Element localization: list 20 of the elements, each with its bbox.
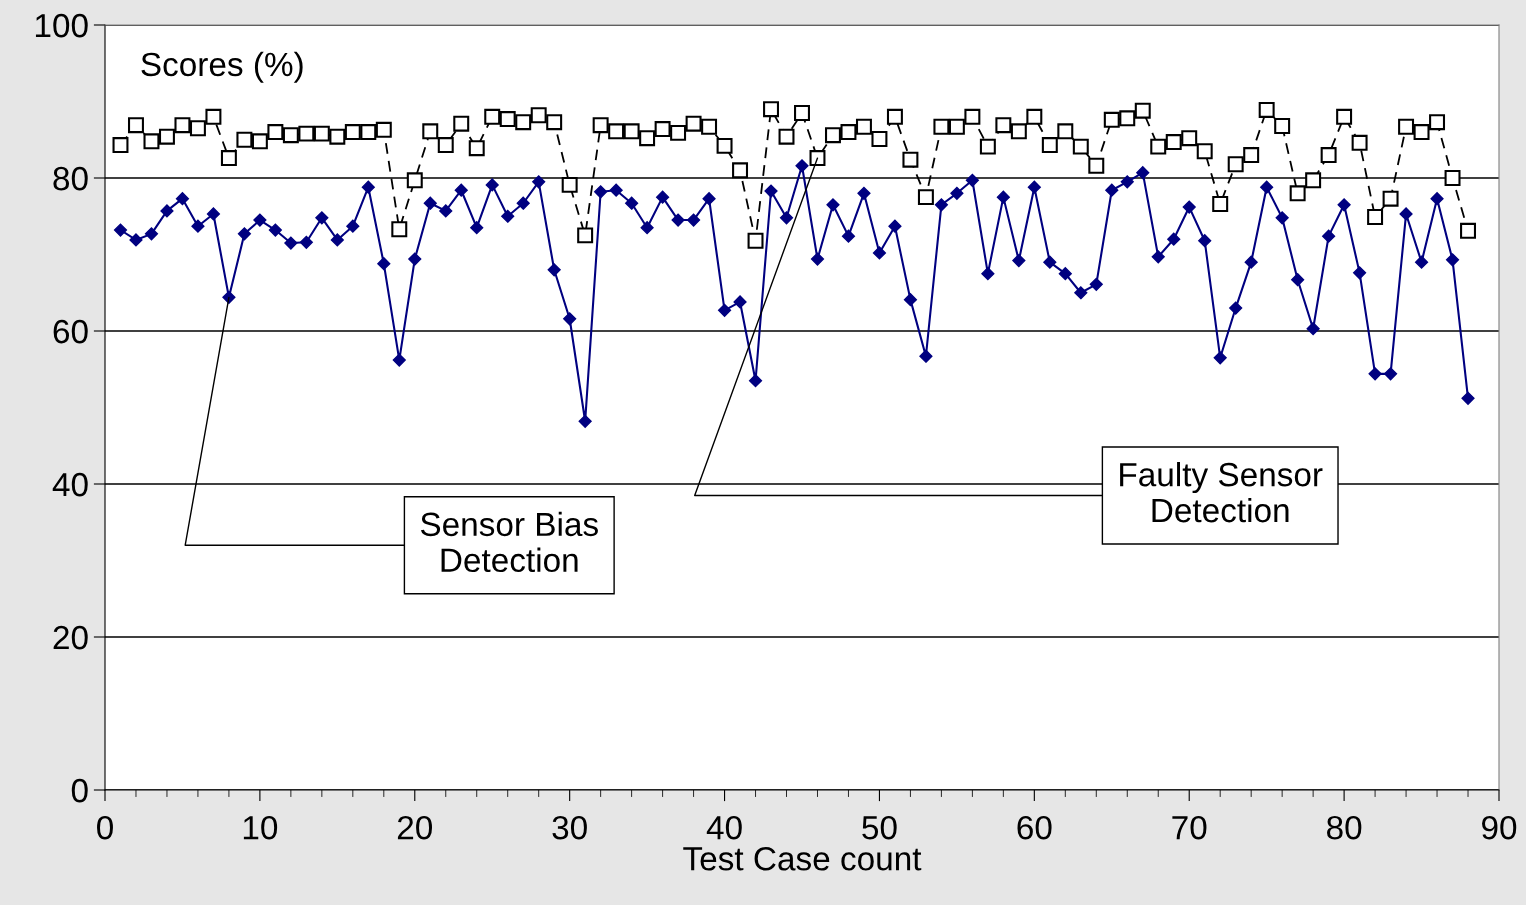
y-tick-label: 20 [53, 625, 88, 650]
x-tick-label: 90 [1482, 815, 1517, 840]
x-tick-label: 80 [1327, 815, 1362, 840]
y-tick-label: 0 [71, 778, 88, 803]
x-axis-title: Test Case count [683, 846, 922, 871]
x-tick-label: 20 [397, 815, 433, 840]
x-tick-label: 10 [243, 815, 278, 840]
x-tick-label: 70 [1172, 815, 1207, 840]
x-tick-label: 50 [862, 815, 897, 840]
x-tick-label: 0 [97, 815, 113, 840]
y-axis-title: Scores (%) [141, 51, 303, 83]
y-tick-label: 100 [35, 13, 88, 38]
y-tick-label: 60 [53, 319, 88, 344]
x-tick-label: 30 [552, 815, 587, 840]
x-tick-label: 60 [1017, 815, 1052, 840]
y-tick-label: 80 [53, 166, 88, 191]
x-tick-label: 40 [706, 815, 742, 840]
annotation: Sensor Bias Detection [420, 511, 598, 573]
annotation: Faulty Sensor Detection [1120, 461, 1323, 523]
y-tick-label: 40 [52, 472, 88, 497]
